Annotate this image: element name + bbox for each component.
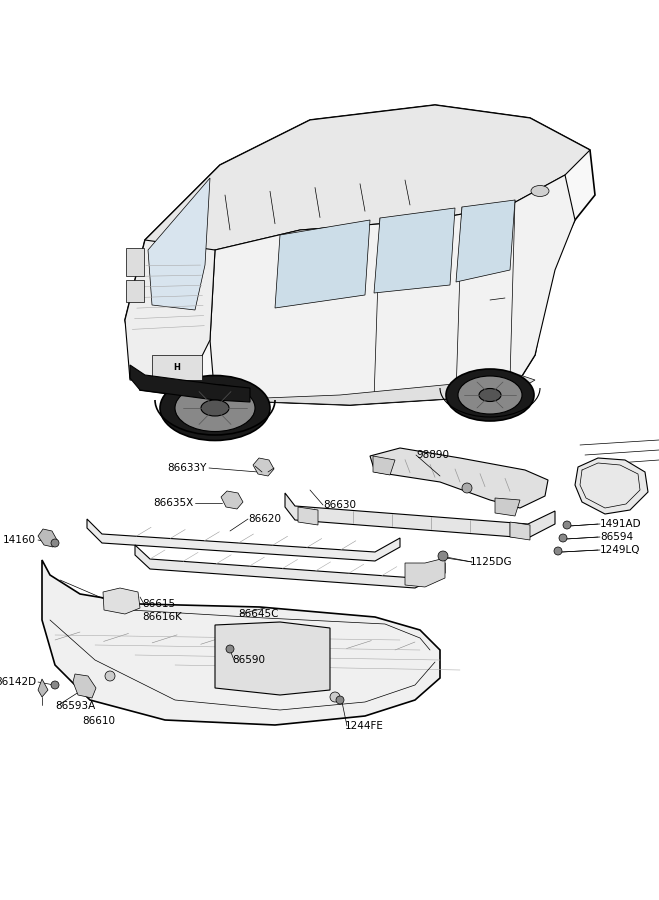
- Text: 86593A: 86593A: [55, 701, 96, 711]
- Polygon shape: [145, 105, 590, 270]
- Bar: [126, 248, 144, 276]
- Text: 1125DG: 1125DG: [470, 557, 513, 567]
- Text: 86142D: 86142D: [0, 677, 36, 687]
- Text: H: H: [173, 363, 181, 372]
- Polygon shape: [148, 178, 210, 310]
- Polygon shape: [215, 622, 330, 695]
- Circle shape: [51, 539, 59, 547]
- Text: 86610: 86610: [82, 716, 115, 726]
- Polygon shape: [253, 458, 274, 476]
- Ellipse shape: [479, 389, 501, 401]
- Polygon shape: [370, 448, 548, 508]
- Ellipse shape: [446, 369, 534, 421]
- Text: 86635X: 86635X: [153, 498, 193, 508]
- Polygon shape: [405, 558, 445, 587]
- Circle shape: [563, 521, 571, 529]
- Text: 86620: 86620: [248, 514, 281, 524]
- Circle shape: [226, 645, 234, 653]
- Polygon shape: [103, 588, 140, 614]
- Polygon shape: [215, 375, 535, 405]
- Circle shape: [462, 483, 472, 493]
- Polygon shape: [221, 491, 243, 509]
- Polygon shape: [73, 674, 96, 698]
- Polygon shape: [130, 365, 250, 402]
- Polygon shape: [575, 458, 648, 514]
- Polygon shape: [38, 529, 57, 547]
- Polygon shape: [210, 175, 575, 405]
- Ellipse shape: [175, 384, 255, 431]
- Polygon shape: [38, 679, 48, 697]
- Text: 1491AD: 1491AD: [600, 519, 642, 529]
- Ellipse shape: [160, 375, 270, 440]
- Polygon shape: [125, 240, 215, 380]
- Polygon shape: [298, 507, 318, 525]
- Circle shape: [51, 681, 59, 689]
- Circle shape: [438, 551, 448, 561]
- Text: 1249LQ: 1249LQ: [600, 545, 641, 555]
- Bar: [152, 355, 202, 380]
- Text: 86590: 86590: [232, 655, 265, 665]
- Text: 86615: 86615: [142, 599, 175, 609]
- Polygon shape: [374, 208, 455, 293]
- Text: 86616K: 86616K: [142, 612, 182, 622]
- Bar: [126, 280, 144, 302]
- Polygon shape: [275, 220, 370, 308]
- Polygon shape: [373, 456, 395, 475]
- Text: 86645C: 86645C: [238, 609, 279, 619]
- Polygon shape: [495, 498, 520, 516]
- Circle shape: [559, 534, 567, 542]
- Text: 86594: 86594: [600, 532, 633, 542]
- Circle shape: [105, 671, 115, 681]
- Polygon shape: [135, 545, 445, 588]
- Circle shape: [554, 547, 562, 555]
- Polygon shape: [510, 522, 530, 540]
- Circle shape: [336, 696, 344, 704]
- Polygon shape: [285, 493, 555, 538]
- Polygon shape: [456, 200, 515, 282]
- Ellipse shape: [458, 376, 522, 414]
- Text: 14160: 14160: [3, 535, 36, 545]
- Text: 98890: 98890: [416, 450, 449, 460]
- Polygon shape: [42, 560, 440, 725]
- Text: 1244FE: 1244FE: [345, 721, 384, 731]
- Text: 86633Y: 86633Y: [167, 463, 207, 473]
- Polygon shape: [125, 105, 595, 405]
- Circle shape: [330, 692, 340, 702]
- Polygon shape: [87, 519, 400, 561]
- Ellipse shape: [531, 185, 549, 196]
- Text: 86630: 86630: [323, 500, 356, 510]
- Ellipse shape: [201, 400, 229, 416]
